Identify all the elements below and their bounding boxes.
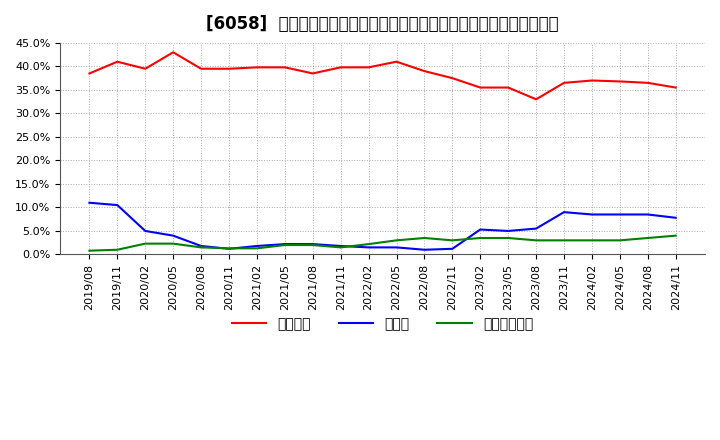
繰延税金資産 <box>420 235 428 241</box>
のれん <box>420 247 428 253</box>
繰延税金資産 <box>197 245 205 250</box>
自己資本 <box>616 79 624 84</box>
自己資本 <box>644 80 652 85</box>
のれん <box>281 242 289 247</box>
自己資本 <box>253 65 261 70</box>
繰延税金資産 <box>532 238 541 243</box>
のれん <box>448 246 456 251</box>
のれん <box>141 228 150 234</box>
自己資本 <box>420 69 428 74</box>
繰延税金資産 <box>616 238 624 243</box>
のれん <box>532 226 541 231</box>
のれん <box>504 228 513 234</box>
のれん <box>225 246 233 251</box>
のれん <box>197 243 205 249</box>
Line: 繰延税金資産: 繰延税金資産 <box>89 236 675 251</box>
自己資本 <box>113 59 122 64</box>
のれん <box>671 215 680 220</box>
繰延税金資産 <box>559 238 568 243</box>
繰延税金資産 <box>225 246 233 251</box>
自己資本 <box>308 71 317 76</box>
自己資本 <box>532 97 541 102</box>
のれん <box>336 243 345 249</box>
自己資本 <box>225 66 233 71</box>
のれん <box>253 243 261 249</box>
Title: [6058]  自己資本、のれん、繰延税金資産の総資産に対する比率の推移: [6058] 自己資本、のれん、繰延税金資産の総資産に対する比率の推移 <box>206 15 559 33</box>
のれん <box>616 212 624 217</box>
のれん <box>476 227 485 232</box>
自己資本 <box>197 66 205 71</box>
繰延税金資産 <box>113 247 122 253</box>
繰延税金資産 <box>141 241 150 246</box>
繰延税金資産 <box>448 238 456 243</box>
繰延税金資産 <box>504 235 513 241</box>
自己資本 <box>364 65 373 70</box>
自己資本 <box>336 65 345 70</box>
繰延税金資産 <box>588 238 596 243</box>
のれん <box>392 245 401 250</box>
繰延税金資産 <box>169 241 178 246</box>
自己資本 <box>588 78 596 83</box>
のれん <box>169 233 178 238</box>
Line: のれん: のれん <box>89 203 675 250</box>
自己資本 <box>504 85 513 90</box>
繰延税金資産 <box>253 246 261 251</box>
自己資本 <box>169 50 178 55</box>
繰延税金資産 <box>392 238 401 243</box>
繰延税金資産 <box>308 242 317 248</box>
繰延税金資産 <box>336 245 345 250</box>
Legend: 自己資本, のれん, 繰延税金資産: 自己資本, のれん, 繰延税金資産 <box>226 311 539 336</box>
自己資本 <box>85 71 94 76</box>
繰延税金資産 <box>476 235 485 241</box>
自己資本 <box>448 76 456 81</box>
繰延税金資産 <box>671 233 680 238</box>
のれん <box>588 212 596 217</box>
繰延税金資産 <box>364 242 373 247</box>
のれん <box>364 245 373 250</box>
自己資本 <box>392 59 401 64</box>
自己資本 <box>671 85 680 90</box>
のれん <box>644 212 652 217</box>
繰延税金資産 <box>281 242 289 248</box>
Line: 自己資本: 自己資本 <box>89 52 675 99</box>
のれん <box>113 202 122 208</box>
自己資本 <box>559 80 568 85</box>
繰延税金資産 <box>644 235 652 241</box>
自己資本 <box>281 65 289 70</box>
繰延税金資産 <box>85 248 94 253</box>
自己資本 <box>141 66 150 71</box>
自己資本 <box>476 85 485 90</box>
のれん <box>85 200 94 205</box>
のれん <box>559 209 568 215</box>
のれん <box>308 242 317 247</box>
